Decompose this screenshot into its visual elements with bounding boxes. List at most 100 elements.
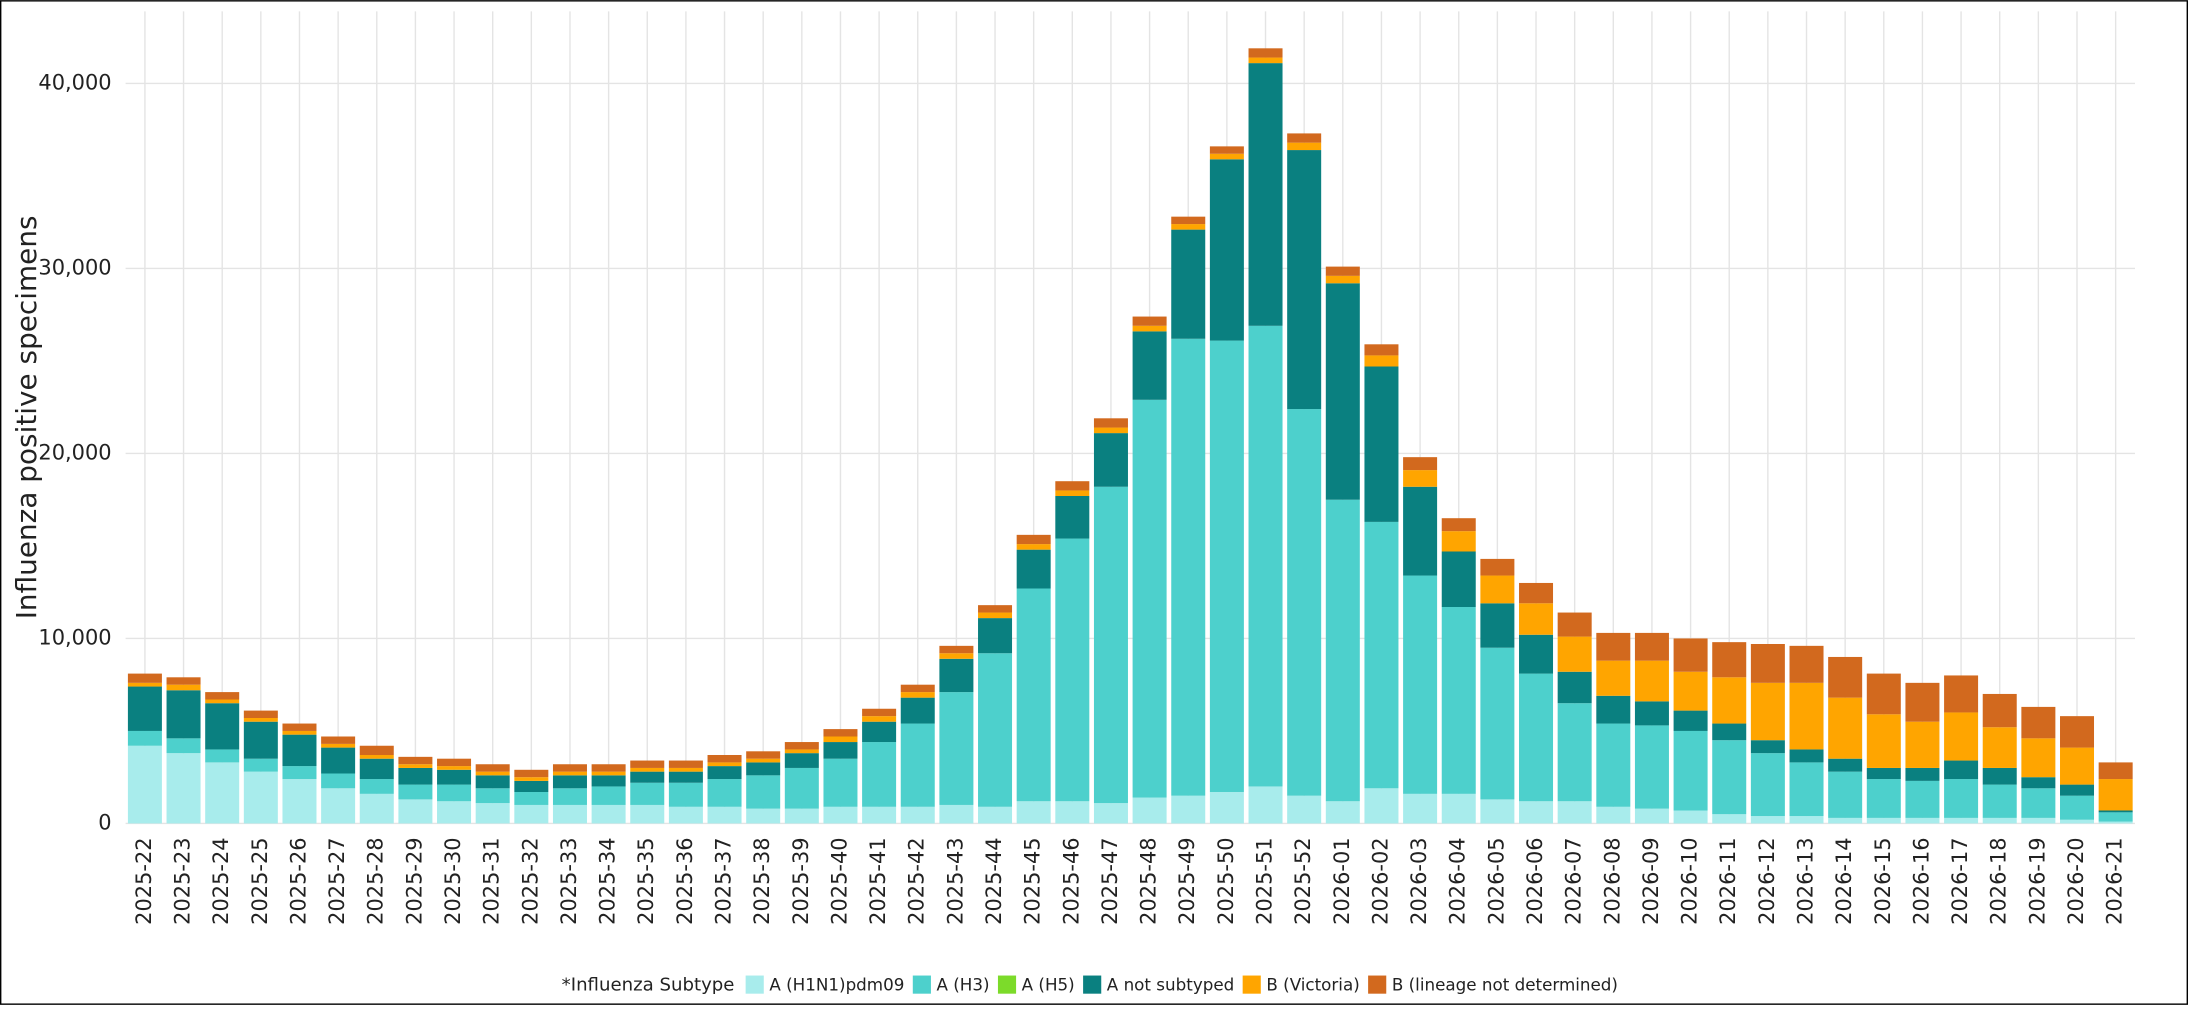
- bar-segment: [1596, 632, 1631, 661]
- bar-segment: [1905, 767, 1940, 781]
- bar-segment: [1905, 817, 1940, 824]
- x-tick-label: 2025-48: [1137, 837, 1161, 924]
- x-tick-label: 2025-32: [518, 837, 542, 924]
- x-tick-label: 2025-28: [364, 837, 388, 924]
- bar-segment: [1209, 340, 1244, 792]
- bar-segment: [900, 723, 935, 807]
- bar-segment: [1634, 660, 1669, 702]
- x-tick-label: 2026-05: [1484, 837, 1508, 924]
- legend-label: B (Victoria): [1266, 974, 1359, 994]
- legend-title: *Influenza Subtype: [562, 974, 735, 995]
- bar-segment: [1750, 816, 1785, 824]
- bar-segment: [1557, 612, 1592, 637]
- bar-segment: [1093, 803, 1128, 824]
- legend-label: A not subtyped: [1107, 974, 1234, 994]
- x-tick-label: 2026-02: [1368, 837, 1392, 924]
- x-tick-label: 2025-25: [248, 837, 272, 924]
- bar-segment: [475, 775, 510, 789]
- bar-segment: [1866, 673, 1901, 715]
- bar-segment: [746, 758, 781, 763]
- bar-segment: [166, 690, 201, 739]
- legend-label: A (H3): [937, 974, 990, 994]
- bar-segment: [1171, 216, 1206, 225]
- bar-segment: [1944, 712, 1979, 761]
- x-tick-label: 2025-30: [441, 837, 465, 924]
- bar-segment: [1287, 409, 1322, 796]
- bar-segment: [127, 686, 162, 731]
- bar-segment: [1905, 721, 1940, 768]
- bar-segment: [746, 808, 781, 824]
- x-tick-label: 2026-17: [1948, 837, 1972, 924]
- bar-segment: [1750, 753, 1785, 817]
- bar-segment: [1982, 784, 2017, 818]
- bar-segment: [1712, 740, 1747, 815]
- bar-segment: [2060, 795, 2095, 820]
- bar-segment: [1866, 714, 1901, 768]
- bar-segment: [166, 753, 201, 824]
- x-tick-label: 2025-40: [827, 837, 851, 924]
- bar-segment: [321, 747, 356, 774]
- bar-segment: [514, 777, 549, 781]
- bar-segment: [630, 760, 665, 768]
- bar-segment: [243, 758, 278, 772]
- x-tick-label: 2025-42: [905, 837, 929, 924]
- bar-segment: [1866, 817, 1901, 824]
- y-tick-label: 40,000: [38, 70, 111, 94]
- bar-segment: [1480, 575, 1515, 604]
- bar-segment: [1055, 481, 1090, 491]
- bar-segment: [1519, 582, 1554, 604]
- bar-segment: [1789, 762, 1824, 817]
- x-tick-label: 2026-19: [2025, 837, 2049, 924]
- bar-segment: [1557, 703, 1592, 802]
- bar-segment: [900, 697, 935, 724]
- bar-segment: [1634, 701, 1669, 726]
- x-tick-label: 2026-06: [1523, 837, 1547, 924]
- bar-segment: [1209, 159, 1244, 341]
- bar-segment: [321, 773, 356, 789]
- bar-segment: [437, 784, 472, 802]
- bar-segment: [205, 699, 240, 704]
- bar-segment: [978, 612, 1013, 619]
- bar-segment: [784, 749, 819, 754]
- x-tick-label: 2026-07: [1562, 837, 1586, 924]
- bar-segment: [514, 804, 549, 824]
- bar-segment: [282, 723, 317, 731]
- bar-segment: [1016, 544, 1051, 550]
- y-tick-label: 0: [98, 810, 111, 834]
- bar-segment: [1093, 433, 1128, 487]
- bar-segment: [475, 803, 510, 824]
- bar-segment: [1364, 355, 1399, 367]
- bar-segment: [1712, 723, 1747, 741]
- bar-segment: [1441, 793, 1476, 824]
- bar-segment: [668, 767, 703, 772]
- bar-segment: [784, 767, 819, 809]
- x-tick-label: 2026-21: [2103, 837, 2127, 924]
- bar-segment: [1325, 283, 1360, 500]
- x-tick-label: 2026-18: [1987, 837, 2011, 924]
- bar-segment: [282, 734, 317, 767]
- legend-swatch: [1083, 975, 1102, 994]
- bar-segment: [784, 753, 819, 768]
- bar-segment: [552, 804, 587, 824]
- bar-segment: [2060, 819, 2095, 824]
- bar-segment: [823, 758, 858, 807]
- bar-segment: [1325, 266, 1360, 276]
- bar-segment: [398, 756, 433, 765]
- bar-segment: [1093, 427, 1128, 434]
- x-tick-label: 2026-13: [1794, 837, 1818, 924]
- bar-segment: [707, 754, 742, 763]
- bar-segment: [127, 730, 162, 746]
- bar-segment: [1944, 760, 1979, 780]
- bar-segment: [359, 754, 394, 759]
- bar-segment: [1712, 677, 1747, 724]
- bar-segment: [1248, 325, 1283, 787]
- x-tick-label: 2025-37: [712, 837, 736, 924]
- bar-segment: [475, 771, 510, 776]
- x-tick-label: 2026-16: [1909, 837, 1933, 924]
- bar-segment: [1828, 758, 1863, 772]
- bar-segment: [823, 806, 858, 824]
- bar-segment: [707, 806, 742, 824]
- y-tick-label: 10,000: [38, 625, 111, 649]
- y-axis-label: Influenza positive specimens: [10, 215, 43, 619]
- bar-segment: [1480, 558, 1515, 576]
